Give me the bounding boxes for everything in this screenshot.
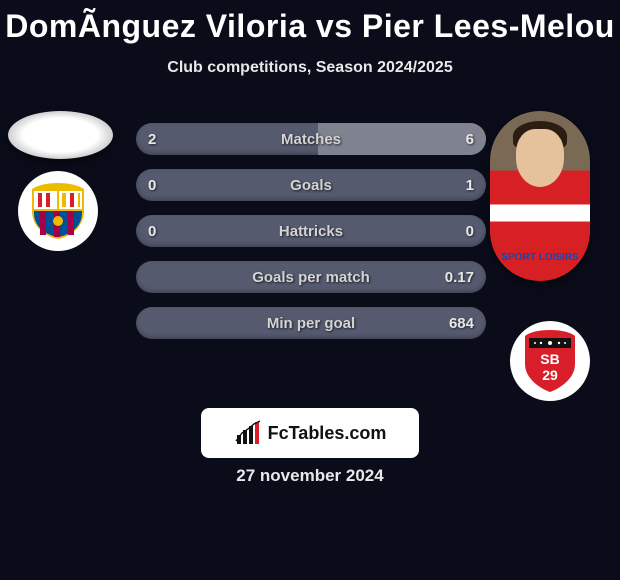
player-left-avatar — [8, 111, 113, 159]
stat-value-right: 684 — [449, 315, 474, 332]
club-right-badge: SB 29 — [510, 321, 590, 401]
footer-date: 27 november 2024 — [0, 466, 620, 486]
stat-label: Goals per match — [252, 269, 370, 286]
stat-row: Goals per match 0.17 — [136, 261, 486, 293]
stat-label: Hattricks — [279, 223, 343, 240]
stat-label: Matches — [281, 131, 341, 148]
stat-row: 2 Matches 6 — [136, 123, 486, 155]
stat-row: 0 Hattricks 0 — [136, 215, 486, 247]
brand-text: FcTables.com — [268, 423, 387, 444]
brand-logo: FcTables.com — [201, 408, 419, 458]
brest-crest-icon: SB 29 — [521, 328, 579, 394]
jersey-text: SPORT LOISIRS — [501, 253, 578, 263]
club-left-badge — [18, 171, 98, 251]
page-title: DomÃ­nguez Viloria vs Pier Lees-Melou — [0, 0, 620, 45]
stat-right-fill — [318, 123, 486, 155]
barcelona-crest-icon — [28, 181, 88, 241]
stat-label: Min per goal — [267, 315, 355, 332]
stat-value-right: 0.17 — [445, 269, 474, 286]
stat-label: Goals — [290, 177, 332, 194]
stat-value-left: 2 — [148, 131, 156, 148]
subtitle: Club competitions, Season 2024/2025 — [0, 59, 620, 77]
stats-area: SPORT LOISIRS SB 29 2 Matches 6 0 Goals 1 0 Hat… — [0, 111, 620, 411]
stat-value-left: 0 — [148, 177, 156, 194]
svg-text:SB: SB — [540, 351, 559, 367]
stat-row: 0 Goals 1 — [136, 169, 486, 201]
stat-value-left: 0 — [148, 223, 156, 240]
svg-text:29: 29 — [542, 367, 558, 383]
player-right-avatar: SPORT LOISIRS — [490, 111, 590, 281]
stat-row: Min per goal 684 — [136, 307, 486, 339]
avatar-face — [516, 129, 564, 187]
chart-icon — [234, 419, 262, 447]
stat-value-right: 0 — [466, 223, 474, 240]
stat-value-right: 1 — [466, 177, 474, 194]
stat-value-right: 6 — [466, 131, 474, 148]
